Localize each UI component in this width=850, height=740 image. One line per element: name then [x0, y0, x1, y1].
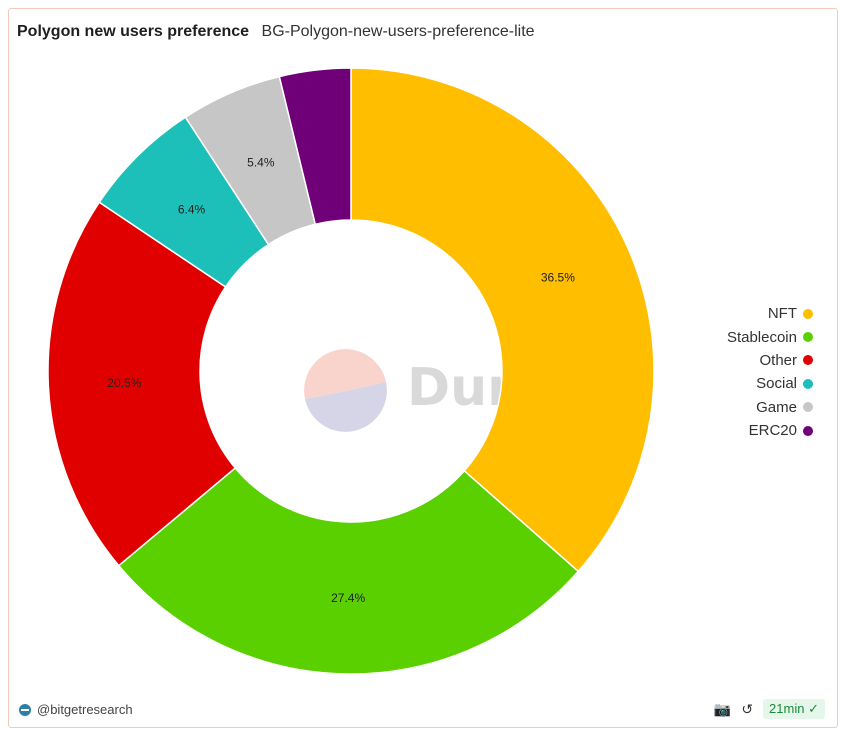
legend-label: Stablecoin [726, 328, 797, 346]
legend-item-other[interactable]: Other [727, 349, 813, 372]
chart-title: Polygon new users preference [17, 23, 250, 40]
legend-label: Game [756, 398, 797, 416]
legend-dot-icon [803, 355, 813, 366]
refresh-age-badge[interactable]: 21min ✓ [763, 699, 825, 719]
author-credit[interactable]: @bitgetresearch [19, 702, 133, 717]
slice-label-game: 5.4% [247, 156, 275, 170]
legend-dot-icon [803, 402, 813, 413]
legend-item-social[interactable]: Social [727, 372, 813, 395]
refresh-icon[interactable]: ↺ [741, 700, 754, 717]
slice-label-stablecoin: 27.4% [331, 591, 365, 605]
chart-subtitle: BG-Polygon-new-users-preference-lite [261, 23, 535, 40]
slice-stablecoin[interactable] [117, 466, 580, 675]
dune-logo-icon [19, 703, 31, 716]
legend-item-nft[interactable]: NFT [727, 302, 813, 325]
slice-label-nft: 36.5% [541, 271, 575, 285]
watermark-logo-top [304, 349, 386, 399]
slice-label-other: 20.5% [107, 376, 141, 390]
chart-legend: NFT Stablecoin Other Social Game ERC20 [727, 302, 813, 442]
author-handle: @bitgetresearch [37, 702, 133, 717]
legend-dot-icon [803, 378, 813, 389]
donut-chart: Dune 36.5%27.4%20.5%6.4%5.4% [47, 67, 655, 675]
legend-item-stablecoin[interactable]: Stablecoin [727, 325, 813, 348]
legend-dot-icon [803, 332, 813, 343]
legend-dot-icon [803, 425, 813, 436]
slice-other[interactable] [47, 201, 237, 567]
footer-actions: 📷 ↺ 21min ✓ [704, 699, 825, 719]
legend-item-erc20[interactable]: ERC20 [727, 419, 813, 442]
legend-label: ERC20 [748, 422, 797, 440]
legend-label: NFT [767, 305, 797, 323]
refresh-age: 21min [769, 701, 805, 716]
slice-erc20[interactable] [278, 67, 352, 226]
chart-card: Dune 36.5% 27.4% 20.5% 6.4% 5.4% Polygon new… [8, 8, 838, 728]
slice-nft[interactable] [350, 67, 655, 573]
check-circle-icon: ✓ [808, 701, 819, 716]
chart-header: Polygon new users preference BG-Polygon-… [17, 23, 535, 41]
legend-item-game[interactable]: Game [727, 396, 813, 419]
camera-icon[interactable]: 📷 [713, 700, 732, 717]
legend-label: Other [759, 351, 797, 369]
slice-label-social: 6.4% [178, 202, 206, 216]
watermark-logo-bottom [305, 382, 387, 432]
legend-label: Social [756, 375, 797, 393]
legend-dot-icon [803, 308, 813, 319]
